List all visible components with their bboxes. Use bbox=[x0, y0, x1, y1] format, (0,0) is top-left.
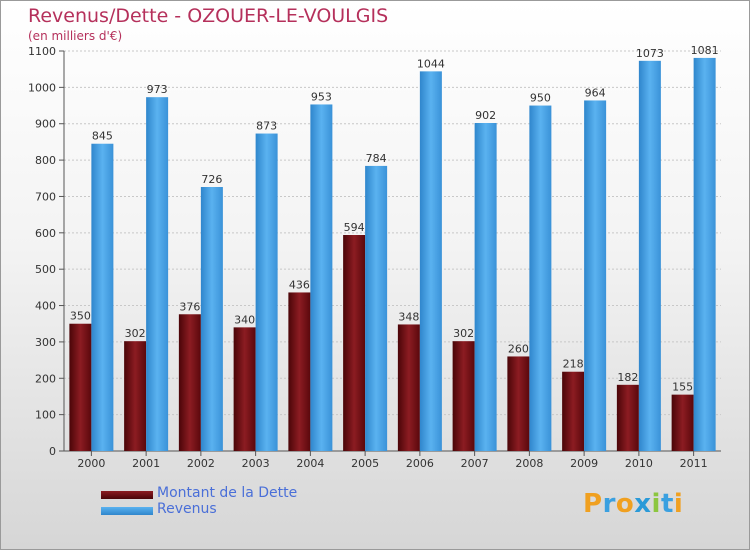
revenue-value-label: 964 bbox=[585, 86, 606, 99]
x-tick-label: 2009 bbox=[570, 457, 598, 470]
revenue-value-label: 950 bbox=[530, 92, 551, 105]
y-tick-label: 800 bbox=[35, 154, 56, 167]
revenue-value-label: 1073 bbox=[636, 47, 664, 60]
logo-letter: P bbox=[583, 489, 603, 519]
debt-value-label: 182 bbox=[617, 371, 638, 384]
debt-value-label: 436 bbox=[289, 278, 310, 291]
x-tick-label: 2001 bbox=[132, 457, 160, 470]
revenue-bar bbox=[365, 165, 388, 451]
revenue-bar bbox=[200, 187, 223, 451]
revenue-bar bbox=[474, 123, 497, 451]
debt-bar bbox=[343, 235, 366, 451]
y-tick-label: 700 bbox=[35, 190, 56, 203]
revenue-bar bbox=[255, 133, 278, 451]
y-tick-label: 200 bbox=[35, 372, 56, 385]
debt-value-label: 340 bbox=[234, 313, 255, 326]
legend-swatch-debt bbox=[101, 491, 153, 499]
legend-label-debt: Montant de la Dette bbox=[157, 485, 298, 501]
y-tick-label: 400 bbox=[35, 300, 56, 313]
revenue-value-label: 973 bbox=[147, 83, 168, 96]
revenue-value-label: 873 bbox=[256, 120, 277, 133]
revenue-value-label: 784 bbox=[366, 152, 387, 165]
revenue-value-label: 1044 bbox=[417, 57, 445, 70]
debt-value-label: 218 bbox=[563, 358, 584, 371]
debt-bar bbox=[69, 323, 92, 451]
logo-letter: i bbox=[673, 489, 684, 519]
debt-value-label: 376 bbox=[179, 300, 200, 313]
debt-bar bbox=[671, 394, 694, 451]
x-tick-label: 2008 bbox=[515, 457, 543, 470]
debt-bar bbox=[616, 384, 639, 451]
y-tick-label: 500 bbox=[35, 263, 56, 276]
x-tick-label: 2010 bbox=[625, 457, 653, 470]
y-tick-label: 300 bbox=[35, 336, 56, 349]
x-tick-label: 2006 bbox=[406, 457, 434, 470]
revenue-bar bbox=[693, 57, 716, 452]
x-tick-label: 2000 bbox=[77, 457, 105, 470]
chart-subtitle: (en milliers d'€) bbox=[28, 29, 123, 43]
logo-letter: o bbox=[615, 489, 635, 519]
y-tick-label: 600 bbox=[35, 227, 56, 240]
debt-bar bbox=[124, 341, 147, 451]
legend-swatch-revenue bbox=[101, 507, 153, 515]
revenue-value-label: 845 bbox=[92, 130, 113, 143]
x-tick-label: 2011 bbox=[680, 457, 708, 470]
logo-letter: x bbox=[634, 489, 652, 519]
revenue-bar bbox=[584, 100, 607, 452]
x-tick-label: 2002 bbox=[187, 457, 215, 470]
debt-bar bbox=[452, 341, 475, 451]
revenue-bar bbox=[310, 104, 333, 452]
logo-letter: r bbox=[602, 489, 616, 519]
x-tick-label: 2007 bbox=[461, 457, 489, 470]
debt-bar bbox=[562, 371, 585, 451]
revenue-value-label: 726 bbox=[201, 173, 222, 186]
x-tick-label: 2003 bbox=[242, 457, 270, 470]
debt-value-label: 594 bbox=[344, 221, 365, 234]
debt-bar bbox=[288, 292, 311, 451]
revenue-value-label: 953 bbox=[311, 90, 332, 103]
debt-bar bbox=[233, 327, 256, 451]
proxiti-logo: Proxiti bbox=[583, 489, 683, 519]
debt-bar bbox=[507, 356, 530, 451]
debt-bar bbox=[397, 324, 420, 451]
y-tick-label: 100 bbox=[35, 409, 56, 422]
y-tick-label: 1000 bbox=[28, 81, 56, 94]
revenue-bar bbox=[638, 60, 661, 452]
x-tick-label: 2004 bbox=[296, 457, 324, 470]
debt-value-label: 155 bbox=[672, 381, 693, 394]
revenue-value-label: 1081 bbox=[691, 44, 719, 57]
debt-value-label: 348 bbox=[398, 310, 419, 323]
x-tick-label: 2005 bbox=[351, 457, 379, 470]
revenue-value-label: 902 bbox=[475, 109, 496, 122]
debt-value-label: 302 bbox=[453, 327, 474, 340]
legend-label-revenue: Revenus bbox=[157, 501, 217, 517]
revenue-bar bbox=[146, 97, 169, 451]
y-tick-label: 900 bbox=[35, 118, 56, 131]
chart-title: Revenus/Dette - OZOUER-LE-VOULGIS bbox=[28, 5, 389, 27]
revenue-bar bbox=[419, 71, 442, 451]
debt-value-label: 350 bbox=[70, 310, 91, 323]
y-tick-label: 0 bbox=[49, 445, 56, 458]
logo-letter: i bbox=[651, 489, 661, 519]
revenue-bar bbox=[91, 143, 114, 451]
logo-letter: t bbox=[660, 489, 674, 519]
y-tick-label: 1100 bbox=[28, 45, 56, 58]
debt-value-label: 260 bbox=[508, 342, 529, 355]
debt-value-label: 302 bbox=[125, 327, 146, 340]
revenue-bar bbox=[529, 105, 552, 451]
debt-bar bbox=[178, 314, 201, 451]
